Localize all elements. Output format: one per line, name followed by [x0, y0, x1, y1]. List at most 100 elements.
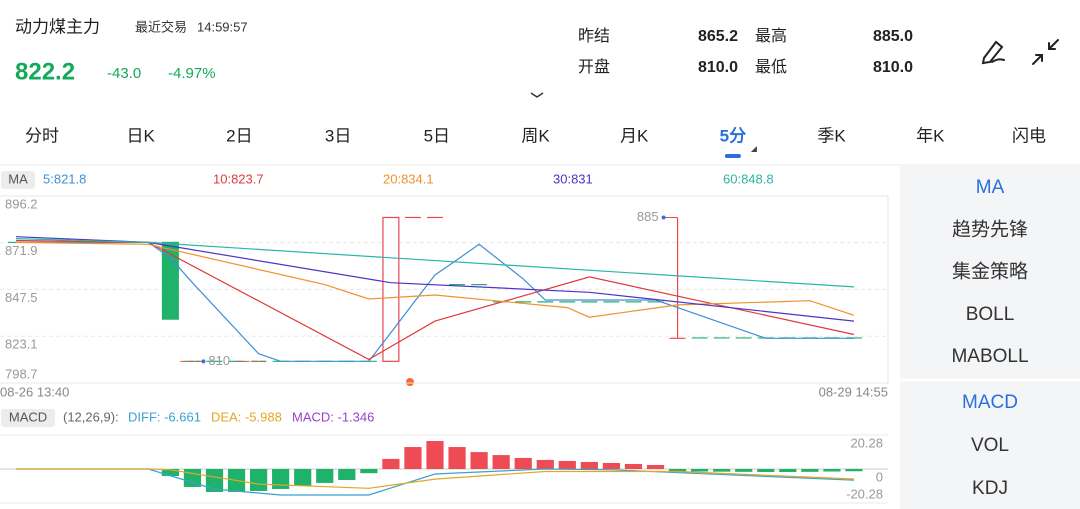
macd-bar [161, 469, 179, 477]
y-tick-label: 823.1 [5, 337, 38, 352]
side-panel [900, 165, 1080, 509]
y-tick-label: 896.2 [5, 196, 38, 211]
ma-line [15, 238, 855, 288]
macd-line [16, 468, 855, 496]
legend-entry: DEA: -5.988 [211, 409, 282, 424]
max-marker-dot [661, 215, 666, 220]
period-tab[interactable]: 2日 [226, 126, 252, 145]
legend-entry: MACD: -1.346 [292, 409, 374, 424]
macd-bar [735, 469, 753, 472]
y-tick-label: 20.28 [850, 435, 883, 450]
candle-body [382, 216, 400, 362]
stat-label: 开盘 [578, 57, 610, 76]
period-tab[interactable]: 日K [127, 126, 156, 145]
macd-bar [845, 469, 863, 472]
macd-bar [448, 447, 466, 469]
legend-entry: 20:834.1 [383, 171, 434, 186]
x-tick-label: 08-29 14:55 [819, 384, 888, 399]
min-marker-dot [201, 359, 206, 364]
stat-label: 最低 [755, 58, 787, 76]
y-tick-label: 847.5 [5, 290, 38, 305]
macd-bar [536, 459, 554, 469]
collapse-icon[interactable] [1032, 39, 1059, 65]
expand-chevron[interactable] [530, 92, 544, 98]
period-tab[interactable]: 3日 [325, 126, 351, 145]
period-tab[interactable]: 月K [620, 126, 649, 145]
macd-bar [514, 457, 532, 469]
macd-bar [249, 469, 268, 491]
period-tab[interactable]: 分时 [25, 126, 59, 145]
price-change-pct: -4.97% [168, 65, 216, 82]
stat-value: 810.0 [698, 59, 738, 76]
macd-bar [757, 469, 775, 473]
indicator-option[interactable]: MABOLL [951, 346, 1028, 367]
period-tab[interactable]: 闪电 [1012, 126, 1046, 145]
period-tab[interactable]: 5日 [424, 126, 450, 145]
y-tick-label: 0 [876, 469, 883, 484]
macd-bar [360, 469, 378, 474]
legend-entry: 30:831 [553, 171, 593, 186]
indicator-name[interactable]: MACD [9, 409, 47, 424]
x-tick-label: 08-26 13:40 [0, 384, 69, 399]
scroll-indicator [406, 378, 414, 386]
legend-entry: DIFF: -6.661 [128, 409, 201, 424]
time: 14:59:57 [197, 19, 248, 34]
contract-name: 动力煤主力 [15, 17, 100, 36]
stat-label: 昨结 [578, 27, 610, 45]
macd-bar [713, 469, 731, 472]
indicator-badge [1, 171, 35, 189]
macd-bar [779, 469, 797, 473]
min-marker-label: 810 [208, 353, 230, 368]
legend-entry: 10:823.7 [213, 171, 264, 186]
period-tab[interactable]: 5分 [720, 126, 746, 145]
stat-label: 最高 [755, 27, 787, 45]
indicator-params: (12,26,9): [63, 409, 119, 424]
macd-bar [668, 469, 687, 473]
max-marker-label: 885 [637, 209, 659, 224]
price-change: -43.0 [107, 65, 141, 82]
indicator-option[interactable]: BOLL [966, 304, 1015, 325]
ma-line [15, 241, 855, 318]
y-tick-label: -20.28 [846, 486, 883, 501]
macd-bar [691, 469, 709, 472]
macd-bar [558, 460, 576, 469]
macd-bar [624, 463, 643, 469]
y-tick-label: 871.9 [5, 243, 38, 258]
macd-bar [602, 462, 621, 469]
macd-bar [338, 469, 356, 481]
tab-underline [724, 154, 741, 158]
macd-bar [801, 469, 819, 472]
indicator-option[interactable]: 趋势先锋 [952, 218, 1028, 240]
time-label: 最近交易 [135, 19, 187, 34]
legend-entry: 60:848.8 [723, 171, 774, 186]
macd-bar [823, 469, 841, 472]
macd-bar [316, 469, 334, 483]
indicator-option[interactable]: VOL [971, 435, 1009, 456]
indicator-badge [1, 409, 55, 427]
ma-line [15, 236, 855, 322]
macd-bar [492, 455, 510, 469]
macd-bar [646, 464, 665, 469]
indicator-option[interactable]: KDJ [972, 478, 1008, 499]
last-price: 822.2 [15, 58, 75, 85]
macd-bar [404, 447, 422, 469]
stat-value: 885.0 [873, 28, 913, 45]
macd-bar [294, 469, 312, 486]
indicator-option[interactable]: 集金策略 [952, 261, 1028, 283]
macd-bar [470, 452, 488, 469]
macd-line [16, 468, 855, 489]
indicator-name[interactable]: MA [8, 171, 28, 186]
period-tab[interactable]: 周K [521, 126, 550, 145]
stat-value: 810.0 [873, 59, 913, 76]
period-tab[interactable]: 年K [916, 126, 945, 145]
period-tab[interactable]: 季K [817, 126, 846, 145]
indicator-option[interactable]: MACD [962, 392, 1018, 413]
macd-bar [272, 469, 290, 489]
macd-bar [580, 461, 598, 469]
y-tick-label: 798.7 [5, 366, 38, 381]
edit-icon[interactable] [981, 40, 1005, 65]
legend-entry: 5:821.8 [43, 171, 86, 186]
macd-bar [382, 458, 400, 469]
tab-dropdown [750, 146, 757, 152]
indicator-option[interactable]: MA [976, 177, 1005, 198]
